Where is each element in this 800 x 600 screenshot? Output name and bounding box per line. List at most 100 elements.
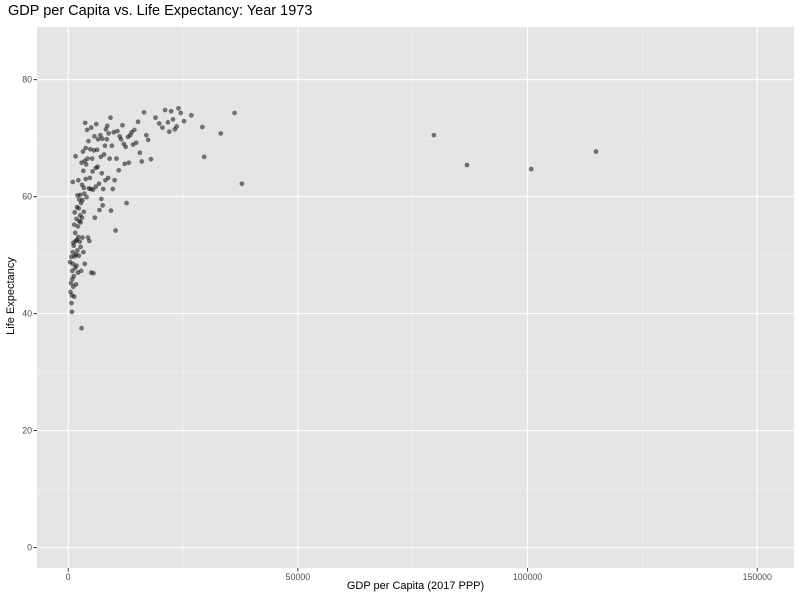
data-point bbox=[122, 161, 128, 167]
chart-title: GDP per Capita vs. Life Expectancy: Year… bbox=[8, 3, 313, 19]
data-point bbox=[77, 239, 83, 245]
data-point bbox=[81, 209, 87, 215]
data-point bbox=[100, 202, 106, 208]
data-point bbox=[80, 235, 85, 240]
data-point bbox=[110, 186, 116, 192]
data-point bbox=[90, 187, 96, 192]
data-point bbox=[68, 280, 74, 286]
data-point bbox=[133, 140, 139, 146]
data-point bbox=[71, 222, 77, 228]
data-point bbox=[176, 105, 181, 111]
data-point bbox=[159, 125, 165, 130]
data-point bbox=[83, 176, 89, 182]
data-point bbox=[78, 244, 84, 250]
data-point bbox=[114, 128, 120, 134]
data-point bbox=[100, 186, 106, 192]
data-point bbox=[75, 177, 81, 183]
x-tick-label: 50000 bbox=[286, 572, 311, 582]
data-point bbox=[95, 136, 101, 142]
data-point bbox=[464, 162, 470, 168]
data-point bbox=[84, 127, 90, 133]
data-point bbox=[99, 136, 105, 142]
data-point bbox=[71, 294, 77, 300]
axis-ticks bbox=[33, 79, 758, 572]
data-point bbox=[93, 184, 99, 190]
data-point bbox=[168, 108, 174, 114]
data-point bbox=[80, 149, 86, 154]
data-point bbox=[84, 194, 90, 200]
data-point bbox=[70, 284, 76, 290]
y-tick-label: 0 bbox=[27, 543, 32, 553]
data-point bbox=[153, 115, 158, 121]
data-point bbox=[75, 224, 81, 229]
data-point bbox=[593, 149, 599, 154]
data-point bbox=[78, 268, 84, 274]
data-point bbox=[82, 261, 88, 267]
data-point bbox=[71, 273, 77, 279]
data-point bbox=[103, 177, 108, 183]
data-point bbox=[81, 191, 87, 197]
data-point bbox=[82, 120, 88, 126]
data-point bbox=[141, 109, 147, 115]
data-point bbox=[181, 118, 187, 124]
plot-panel bbox=[37, 27, 794, 568]
data-point bbox=[126, 160, 132, 166]
data-point bbox=[101, 152, 107, 157]
data-point bbox=[528, 166, 534, 172]
data-point bbox=[69, 300, 74, 306]
data-point bbox=[77, 192, 83, 198]
data-point bbox=[73, 153, 78, 159]
data-point bbox=[143, 132, 149, 138]
data-point bbox=[109, 143, 115, 149]
data-point bbox=[188, 112, 194, 118]
data-point bbox=[96, 181, 102, 187]
data-point bbox=[88, 125, 94, 130]
data-point bbox=[118, 136, 124, 142]
data-point bbox=[76, 253, 82, 259]
data-point bbox=[218, 131, 224, 136]
data-point bbox=[232, 110, 237, 116]
x-tick-label: 150000 bbox=[743, 572, 772, 582]
data-point bbox=[131, 127, 137, 133]
data-point bbox=[74, 263, 79, 269]
data-point bbox=[113, 228, 118, 233]
data-point bbox=[70, 261, 76, 267]
data-point bbox=[107, 156, 112, 161]
data-point bbox=[104, 123, 110, 129]
data-point bbox=[69, 309, 75, 315]
data-point bbox=[92, 133, 97, 139]
y-tick-label: 40 bbox=[22, 309, 32, 319]
data-point bbox=[80, 249, 86, 255]
data-point bbox=[108, 208, 114, 214]
major-gridlines bbox=[37, 27, 794, 568]
data-point bbox=[79, 215, 85, 221]
data-point bbox=[83, 162, 89, 167]
data-point bbox=[89, 156, 95, 161]
data-point bbox=[97, 132, 103, 138]
data-point bbox=[108, 115, 113, 121]
data-point bbox=[85, 156, 90, 161]
data-point bbox=[156, 121, 162, 126]
data-point bbox=[166, 129, 172, 135]
x-tick-label: 0 bbox=[66, 572, 71, 582]
data-point bbox=[98, 196, 104, 202]
data-point bbox=[201, 154, 207, 160]
data-point bbox=[239, 181, 245, 187]
data-point bbox=[145, 137, 151, 143]
y-tick-label: 80 bbox=[22, 75, 32, 85]
data-point bbox=[75, 248, 80, 253]
x-axis-label: GDP per Capita (2017 PPP) bbox=[346, 580, 485, 592]
data-point bbox=[86, 138, 91, 144]
data-point bbox=[75, 234, 81, 240]
data-point bbox=[91, 270, 96, 276]
data-point bbox=[112, 177, 118, 183]
data-point bbox=[73, 281, 79, 287]
data-point bbox=[174, 124, 180, 129]
data-point bbox=[116, 167, 122, 173]
minor-gridlines bbox=[37, 27, 794, 568]
data-point bbox=[72, 230, 78, 236]
data-point bbox=[74, 216, 79, 222]
data-point bbox=[94, 147, 100, 153]
data-point bbox=[80, 168, 86, 174]
data-point bbox=[98, 154, 104, 160]
